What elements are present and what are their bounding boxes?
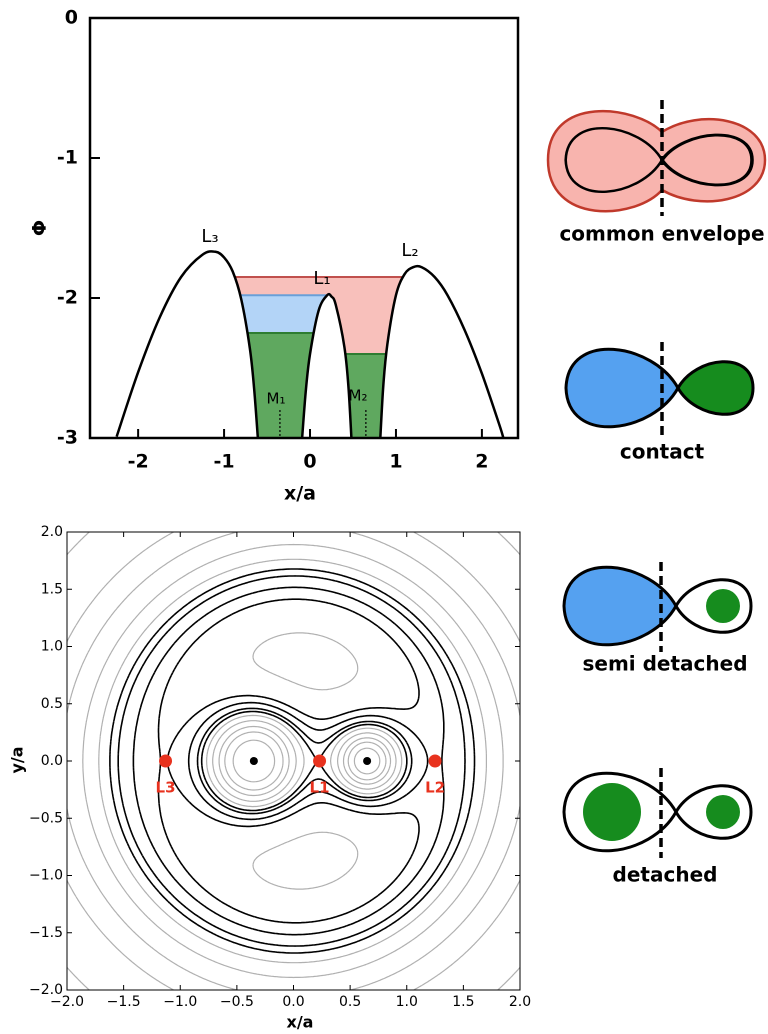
- lagrange-point: [429, 755, 442, 768]
- y-tick-label: −1.5: [29, 925, 63, 941]
- annotation: M₂: [349, 387, 368, 405]
- config-label: semi detached: [582, 652, 747, 676]
- lagrange-label: L3: [156, 779, 176, 797]
- star: [706, 795, 740, 829]
- x-tick-label: 2: [475, 451, 488, 473]
- x-tick-label: -2: [128, 451, 149, 473]
- x-tick-label: −1.0: [163, 994, 197, 1010]
- envelope: [548, 111, 765, 211]
- contour-chart: x/a y/a −2.0 −1.5 −1.0 −0.5 0.0 0.5 1.0 1.5 2.0 −…: [8, 524, 532, 1032]
- y-tick-label: -3: [57, 427, 78, 449]
- contour-line: [253, 633, 358, 889]
- y-tick-label: 0.5: [41, 696, 63, 712]
- x-tick-label: 0.5: [339, 994, 361, 1010]
- y-axis-label: y/a: [8, 746, 27, 773]
- y-tick-label: 1.0: [41, 639, 63, 655]
- lagrange-point: [313, 755, 326, 768]
- config-label: common envelope: [559, 222, 764, 246]
- x-axis-label: x/a: [284, 483, 316, 505]
- annotation: M₁: [267, 390, 286, 408]
- configuration-diagrams: common envelope contact semi detached de…: [548, 100, 765, 887]
- annotation: L₁: [313, 268, 330, 289]
- y-tick-label: -1: [57, 147, 78, 169]
- annotation: L₂: [401, 240, 418, 261]
- roche-lobe: [564, 567, 676, 645]
- potential-chart: x/a Φ L₃ L₁ L₂ M₁ M₂ -2 -1 0 1 2 -3 -2 -1 0: [29, 7, 519, 505]
- x-tick-label: 1: [389, 451, 402, 473]
- x-tick-label: −1.5: [107, 994, 141, 1010]
- x-tick-label: 1.0: [396, 994, 418, 1010]
- y-tick-label: 0.0: [41, 753, 63, 769]
- config-label: detached: [613, 863, 718, 887]
- x-axis-label: x/a: [287, 1013, 314, 1032]
- y-tick-label: −0.5: [29, 810, 63, 826]
- mass-point: [363, 757, 371, 765]
- x-tick-label: 0: [303, 451, 316, 473]
- plot-frame: [67, 532, 520, 990]
- y-axis-label: Φ: [29, 220, 51, 236]
- roche-lobe: [678, 362, 753, 415]
- mass-point: [250, 757, 258, 765]
- annotation: L₃: [201, 226, 218, 247]
- x-tick-label: −0.5: [220, 994, 254, 1010]
- config-label: contact: [620, 440, 705, 464]
- x-tick-label: 2.0: [509, 994, 531, 1010]
- y-tick-label: −1.0: [29, 868, 63, 884]
- figure: x/a Φ L₃ L₁ L₂ M₁ M₂ -2 -1 0 1 2 -3 -2 -1 0 x/a …: [0, 0, 768, 1034]
- x-tick-label: 0.0: [282, 994, 304, 1010]
- contour-line: [67, 532, 520, 990]
- lagrange-label: L1: [310, 779, 330, 797]
- y-tick-label: 1.5: [41, 581, 63, 597]
- x-tick-label: -1: [214, 451, 235, 473]
- star: [583, 783, 641, 841]
- y-tick-label: −2.0: [29, 982, 63, 998]
- y-tick-label: 0: [65, 7, 78, 29]
- contour-line: [67, 532, 520, 990]
- lagrange-point: [159, 755, 172, 768]
- lagrange-label: L2: [425, 779, 445, 797]
- x-tick-label: 1.5: [452, 994, 474, 1010]
- contour-line: [67, 532, 520, 990]
- star: [706, 589, 740, 623]
- y-tick-label: 2.0: [41, 524, 63, 540]
- y-tick-label: -2: [57, 287, 78, 309]
